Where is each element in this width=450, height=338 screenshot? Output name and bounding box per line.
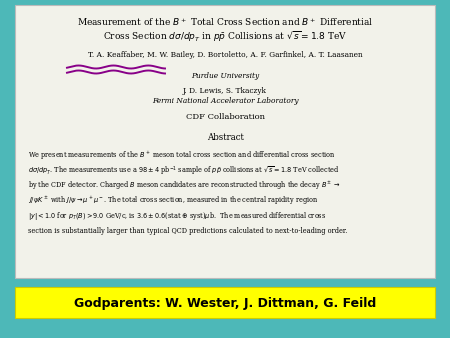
- Text: We present measurements of the $B^+$ meson total cross section and differential : We present measurements of the $B^+$ mes…: [28, 150, 336, 162]
- Text: CDF Collaboration: CDF Collaboration: [185, 113, 265, 121]
- Text: Fermi National Accelerator Laboratory: Fermi National Accelerator Laboratory: [152, 97, 298, 105]
- Text: Godparents: W. Wester, J. Dittman, G. Feild: Godparents: W. Wester, J. Dittman, G. Fe…: [74, 296, 376, 310]
- Text: by the CDF detector. Charged $B$ meson candidates are reconstructed through the : by the CDF detector. Charged $B$ meson c…: [28, 180, 340, 192]
- Text: $J/\psi K^\pm$ with $J/\psi \to \mu^+\mu^-$. The total cross section, measured i: $J/\psi K^\pm$ with $J/\psi \to \mu^+\mu…: [28, 195, 318, 207]
- Text: $d\sigma/dp_T$. The measurements use a $98 \pm 4$ pb$^{-1}$ sample of $p\bar{p}$: $d\sigma/dp_T$. The measurements use a $…: [28, 164, 340, 177]
- Text: Cross Section $d\sigma/dp_T$ in $p\bar{p}$ Collisions at $\sqrt{s}=1.8$ TeV: Cross Section $d\sigma/dp_T$ in $p\bar{p…: [103, 30, 347, 44]
- Text: Measurement of the $B^+$ Total Cross Section and $B^+$ Differential: Measurement of the $B^+$ Total Cross Sec…: [77, 16, 373, 28]
- Text: Purdue University: Purdue University: [191, 72, 259, 80]
- Text: section is substantially larger than typical QCD predictions calculated to next-: section is substantially larger than typ…: [28, 227, 347, 235]
- Bar: [15, 287, 435, 318]
- Text: J. D. Lewis, S. Tkaczyk: J. D. Lewis, S. Tkaczyk: [183, 87, 267, 95]
- FancyBboxPatch shape: [15, 5, 435, 278]
- Text: Abstract: Abstract: [207, 134, 243, 143]
- Text: T. A. Keaffaber, M. W. Bailey, D. Bortoletto, A. F. Garfinkel, A. T. Laasanen: T. A. Keaffaber, M. W. Bailey, D. Bortol…: [88, 51, 362, 59]
- Text: $|y| < 1.0$ for $p_T(B) > 9.0$ GeV/c, is $3.6 \pm 0.6$(stat $\oplus$ syst)$\mu$b: $|y| < 1.0$ for $p_T(B) > 9.0$ GeV/c, is…: [28, 210, 326, 222]
